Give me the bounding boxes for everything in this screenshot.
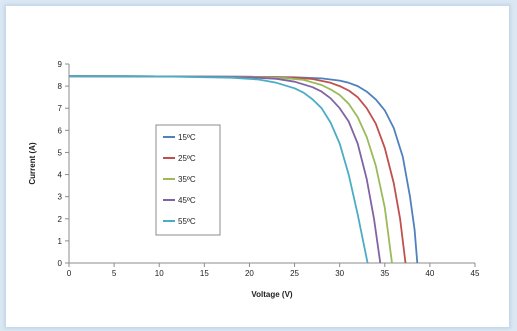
x-tick-label: 35 [380, 269, 389, 278]
chart-frame: 0 5 10 15 20 25 30 35 40 45 0 1 2 3 4 5 6 7 8 9 Voltage (V)… [6, 6, 509, 327]
series-line-2 [68, 75, 407, 264]
y-tick-label: 4 [58, 171, 63, 180]
series-line-5 [68, 75, 369, 264]
x-tick-label: 0 [67, 269, 72, 278]
y-tick-label: 5 [58, 148, 63, 157]
legend-label: 25ºC [178, 154, 196, 163]
y-tick-label: 1 [58, 237, 63, 246]
y-tick-label: 3 [58, 193, 63, 202]
x-tick-label: 30 [335, 269, 344, 278]
y-tick-label: 0 [58, 259, 63, 268]
x-tick-label: 15 [200, 269, 209, 278]
legend: 15ºC 25ºC 35ºC 45ºC 55ºC [155, 124, 221, 236]
y-tick-label: 9 [58, 60, 63, 69]
y-tick-label: 2 [58, 215, 63, 224]
y-tick-label: 8 [58, 82, 63, 91]
x-tick-label: 5 [112, 269, 117, 278]
series-line-4 [68, 75, 382, 264]
y-axis-title: Current (A) [28, 142, 37, 185]
y-tick-label: 7 [58, 104, 63, 113]
legend-label: 15ºC [178, 133, 196, 142]
x-axis-title: Voltage (V) [251, 290, 293, 299]
x-tick-label: 20 [245, 269, 254, 278]
series-layer [68, 75, 419, 264]
y-tick-label: 6 [58, 126, 63, 135]
legend-label: 55ºC [178, 217, 196, 226]
legend-label: 45ºC [178, 196, 196, 205]
legend-label: 35ºC [178, 175, 196, 184]
x-tick-label: 25 [290, 269, 299, 278]
series-line-3 [68, 75, 393, 264]
x-tick-label: 45 [471, 269, 480, 278]
x-tick-label: 10 [155, 269, 164, 278]
x-tick-label: 40 [425, 269, 434, 278]
